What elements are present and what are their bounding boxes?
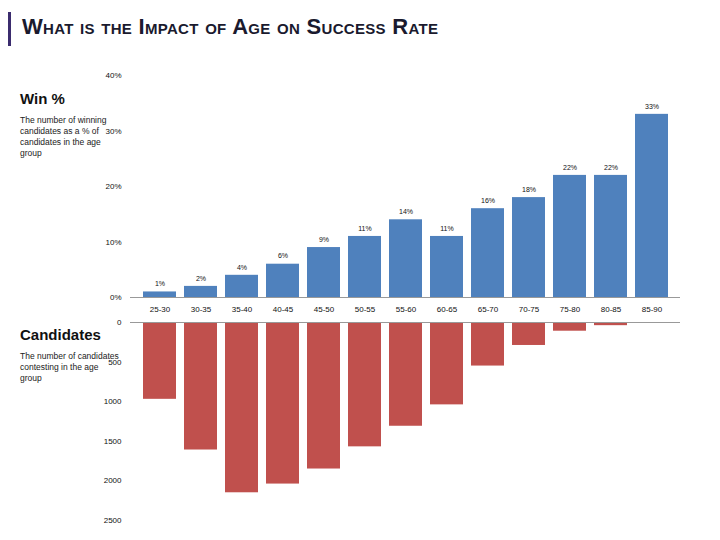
- svg-text:11%: 11%: [440, 225, 454, 232]
- svg-text:60-65: 60-65: [437, 305, 458, 314]
- svg-text:22%: 22%: [563, 164, 577, 171]
- svg-text:500: 500: [108, 358, 122, 367]
- svg-text:4%: 4%: [237, 264, 247, 271]
- svg-text:1500: 1500: [104, 437, 122, 446]
- svg-text:40-45: 40-45: [273, 305, 294, 314]
- svg-text:80-85: 80-85: [601, 305, 622, 314]
- svg-text:11%: 11%: [358, 225, 372, 232]
- svg-text:10%: 10%: [105, 238, 121, 247]
- svg-text:16%: 16%: [481, 197, 495, 204]
- svg-text:2500: 2500: [104, 516, 122, 525]
- svg-text:70-75: 70-75: [519, 305, 540, 314]
- svg-text:65-70: 65-70: [478, 305, 499, 314]
- svg-text:55-60: 55-60: [396, 305, 417, 314]
- svg-text:22%: 22%: [604, 164, 618, 171]
- svg-text:1%: 1%: [155, 280, 165, 287]
- svg-text:18%: 18%: [522, 186, 536, 193]
- svg-text:75-80: 75-80: [560, 305, 581, 314]
- svg-text:1000: 1000: [104, 397, 122, 406]
- svg-text:6%: 6%: [278, 252, 288, 259]
- svg-text:35-40: 35-40: [232, 305, 253, 314]
- svg-text:2000: 2000: [104, 476, 122, 485]
- svg-text:30%: 30%: [105, 127, 121, 136]
- svg-text:45-50: 45-50: [314, 305, 335, 314]
- svg-text:14%: 14%: [399, 208, 413, 215]
- svg-text:30-35: 30-35: [191, 305, 212, 314]
- svg-text:0: 0: [117, 318, 122, 327]
- svg-text:0%: 0%: [110, 293, 122, 302]
- svg-text:85-90: 85-90: [642, 305, 663, 314]
- svg-text:2%: 2%: [196, 275, 206, 282]
- svg-text:50-55: 50-55: [355, 305, 376, 314]
- svg-text:25-30: 25-30: [150, 305, 171, 314]
- svg-text:9%: 9%: [319, 236, 329, 243]
- svg-text:33%: 33%: [645, 103, 659, 110]
- svg-text:40%: 40%: [105, 71, 121, 80]
- svg-text:20%: 20%: [105, 182, 121, 191]
